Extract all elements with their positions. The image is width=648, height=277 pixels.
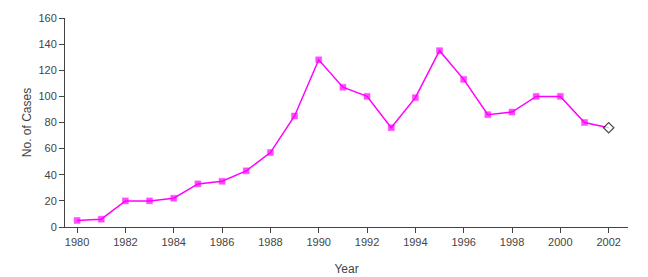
svg-text:1986: 1986 bbox=[210, 236, 234, 248]
svg-text:0: 0 bbox=[51, 221, 57, 233]
svg-text:2000: 2000 bbox=[548, 236, 572, 248]
svg-text:140: 140 bbox=[38, 38, 56, 50]
svg-text:Year: Year bbox=[334, 262, 358, 276]
svg-text:1982: 1982 bbox=[113, 236, 137, 248]
svg-text:100: 100 bbox=[38, 90, 56, 102]
svg-text:1990: 1990 bbox=[306, 236, 330, 248]
svg-text:20: 20 bbox=[45, 195, 57, 207]
svg-text:160: 160 bbox=[38, 12, 56, 24]
svg-text:1998: 1998 bbox=[500, 236, 524, 248]
svg-text:120: 120 bbox=[38, 64, 56, 76]
svg-text:80: 80 bbox=[45, 116, 57, 128]
svg-text:1980: 1980 bbox=[65, 236, 89, 248]
svg-text:40: 40 bbox=[45, 169, 57, 181]
svg-text:2002: 2002 bbox=[596, 236, 620, 248]
svg-text:1988: 1988 bbox=[258, 236, 282, 248]
svg-text:60: 60 bbox=[45, 142, 57, 154]
svg-text:No. of Cases: No. of Cases bbox=[20, 88, 34, 157]
svg-text:1992: 1992 bbox=[355, 236, 379, 248]
svg-text:1996: 1996 bbox=[451, 236, 475, 248]
svg-text:1994: 1994 bbox=[403, 236, 427, 248]
svg-text:1984: 1984 bbox=[161, 236, 185, 248]
